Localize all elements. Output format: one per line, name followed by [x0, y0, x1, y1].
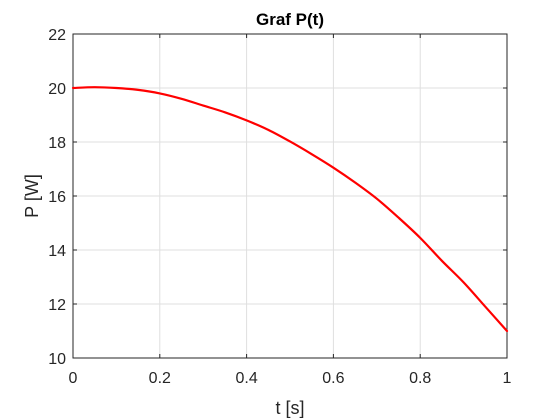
y-tick-label: 18 — [48, 135, 66, 152]
axis-ticks — [72, 33, 508, 359]
x-tick-label: 0 — [69, 370, 78, 387]
y-tick-label: 16 — [48, 189, 66, 206]
x-tick-labels: 0 0.2 0.4 0.6 0.8 1 — [69, 370, 512, 387]
series-line-p — [71, 86, 509, 333]
x-tick-label: 0.6 — [322, 370, 344, 387]
x-tick-label: 0.4 — [235, 370, 257, 387]
y-tick-labels: 10 12 14 16 18 20 22 — [48, 27, 66, 368]
y-tick-label: 14 — [48, 243, 66, 260]
x-tick-label: 1 — [503, 370, 512, 387]
series-layer — [71, 86, 509, 333]
y-tick-label: 10 — [48, 351, 66, 368]
x-tick-label: 0.2 — [149, 370, 171, 387]
chart-title: Graf P(t) — [256, 10, 324, 29]
x-axis-label: t [s] — [275, 398, 304, 418]
y-tick-label: 22 — [48, 27, 66, 44]
y-axis-label: P [W] — [22, 174, 42, 218]
grid-lines — [73, 34, 507, 358]
y-tick-label: 20 — [48, 81, 66, 98]
y-tick-label: 12 — [48, 297, 66, 314]
x-tick-label: 0.8 — [409, 370, 431, 387]
